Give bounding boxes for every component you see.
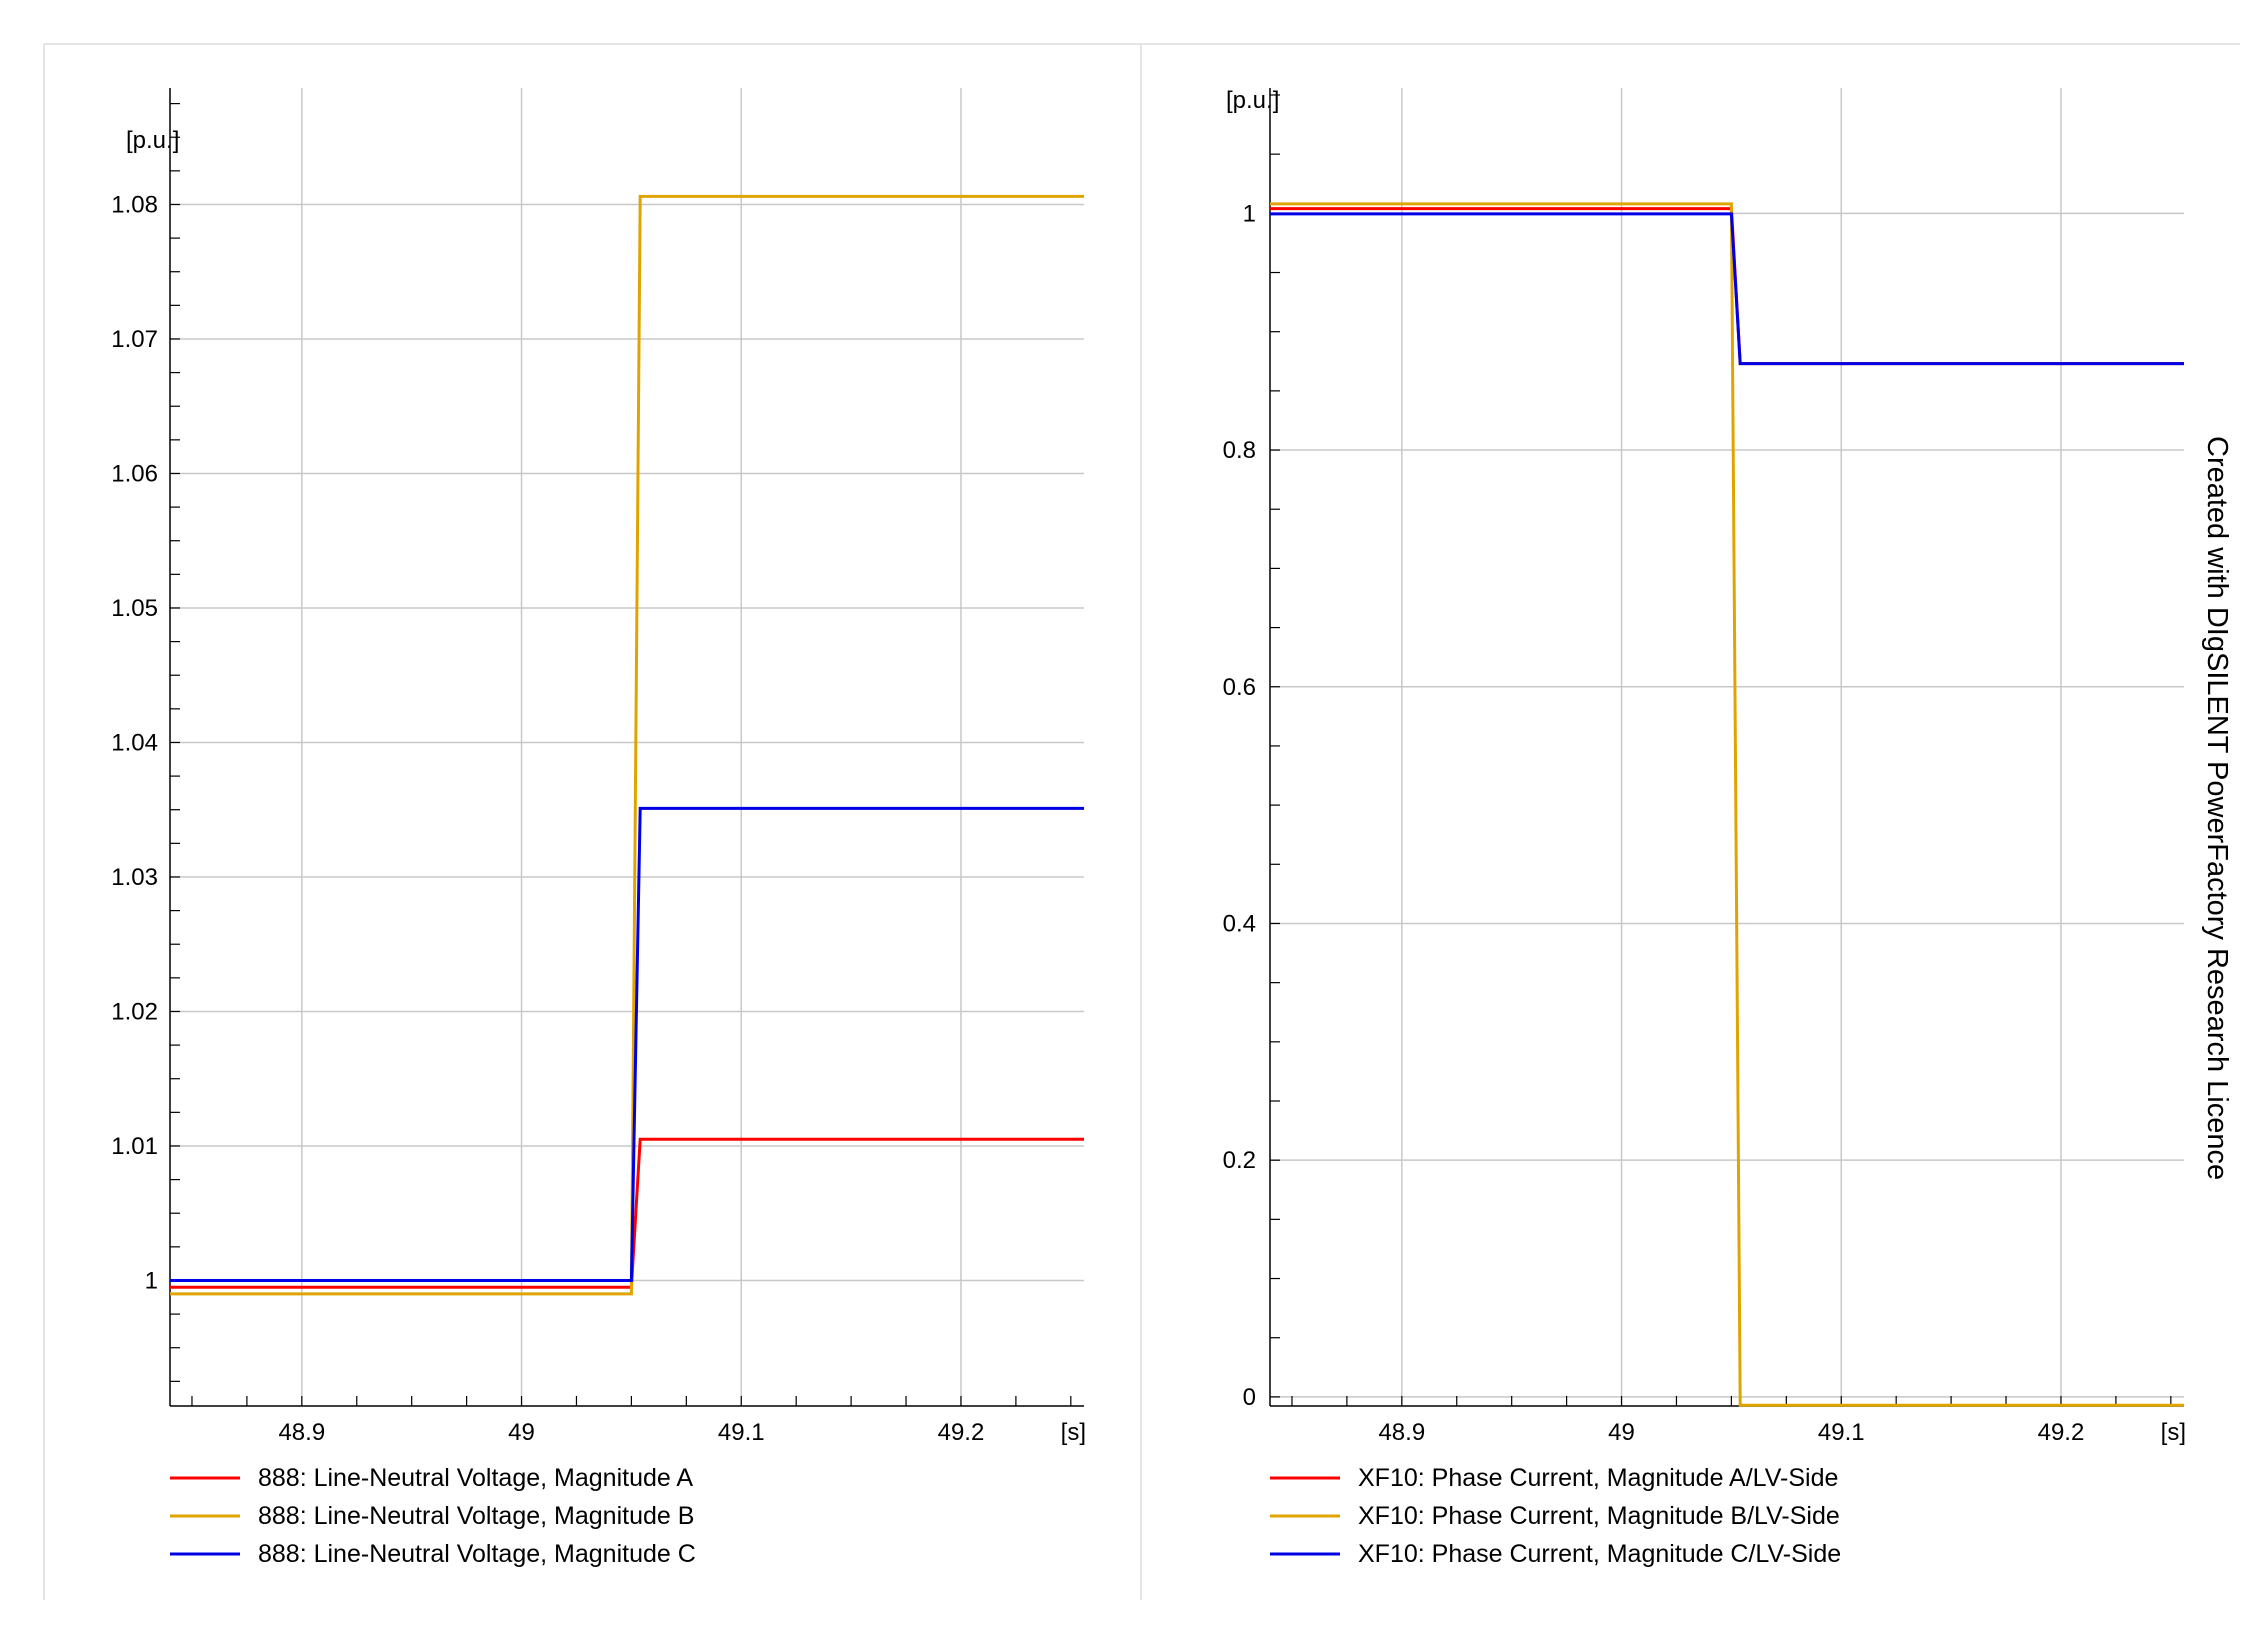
y-tick-label: 1.04 (111, 729, 158, 756)
legend-label: XF10: Phase Current, Magnitude C/LV-Side (1358, 1540, 1841, 1568)
y-tick-label: 1.08 (111, 191, 158, 218)
y-tick-label: 1.07 (111, 326, 158, 353)
x-tick-label: 49 (508, 1419, 535, 1446)
x-axis-unit: [s] (1061, 1419, 1086, 1446)
watermark-text: Created with DIgSILENT PowerFactory Rese… (2201, 436, 2233, 1180)
y-axis-unit: [p.u.] (1226, 87, 1279, 114)
legend-label: 888: Line-Neutral Voltage, Magnitude A (258, 1464, 693, 1492)
y-axis-unit: [p.u.] (126, 127, 179, 154)
x-axis-unit: [s] (2161, 1419, 2186, 1446)
legend-label: 888: Line-Neutral Voltage, Magnitude C (258, 1540, 696, 1568)
voltage-plot: 48.9 49 49.1 49.2 1 1.01 1.02 1.03 1.04 1.05 1.06 1… (111, 88, 1086, 1568)
y-tick-label: 1 (145, 1267, 158, 1294)
x-tick-label: 49.1 (1818, 1419, 1865, 1446)
x-tick-label: 48.9 (278, 1419, 325, 1446)
y-tick-label: 0.6 (1223, 674, 1256, 701)
y-tick-label: 0.4 (1223, 910, 1256, 937)
series-line-c (1270, 212, 2184, 366)
x-tick-label: 48.9 (1378, 1419, 1425, 1446)
x-tick-label: 49.2 (938, 1419, 985, 1446)
y-tick-label: 1.05 (111, 595, 158, 622)
series-line-a (170, 1137, 1084, 1289)
y-tick-label: 1.02 (111, 998, 158, 1025)
y-tick-label: 1.01 (111, 1133, 158, 1160)
legend-label: XF10: Phase Current, Magnitude A/LV-Side (1358, 1464, 1838, 1492)
current-plot: 48.9 49 49.1 49.2 0 0.2 0.4 0.6 0.8 1 [s] [p.u.] XF1… (1223, 87, 2186, 1568)
y-tick-label: 0.2 (1223, 1147, 1256, 1174)
y-tick-label: 1.03 (111, 864, 158, 891)
series-line-b (170, 194, 1084, 1296)
legend-label: 888: Line-Neutral Voltage, Magnitude B (258, 1502, 694, 1530)
y-tick-label: 0 (1243, 1384, 1256, 1411)
series-line-a (1270, 207, 2184, 366)
series-line-c (170, 806, 1084, 1282)
y-tick-label: 1 (1243, 200, 1256, 227)
x-tick-label: 49.2 (2038, 1419, 2085, 1446)
x-tick-label: 49 (1608, 1419, 1635, 1446)
legend-label: XF10: Phase Current, Magnitude B/LV-Side (1358, 1502, 1840, 1530)
y-tick-label: 0.8 (1223, 437, 1256, 464)
y-tick-label: 1.06 (111, 460, 158, 487)
x-tick-label: 49.1 (718, 1419, 765, 1446)
series-line-b (1270, 202, 2184, 1407)
